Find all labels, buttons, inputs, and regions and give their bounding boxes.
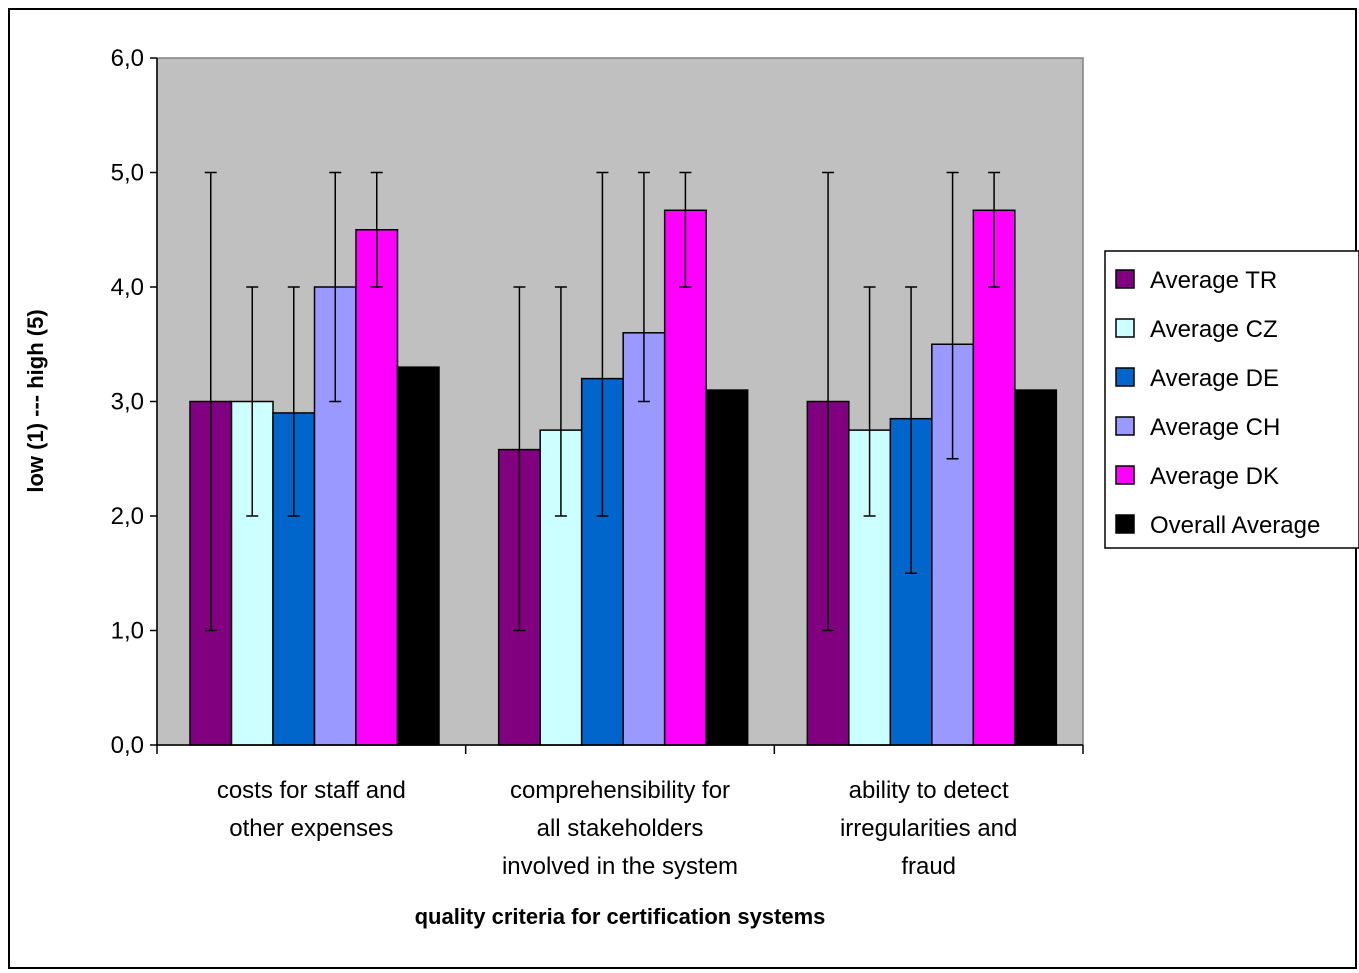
legend-swatch — [1115, 269, 1135, 289]
x-category-label: comprehensibility for all stakeholders inv… — [502, 777, 738, 880]
bar-average-dk-2 — [663, 209, 707, 746]
legend-label: Average CZ — [1150, 316, 1278, 343]
error-bar-average-cz-2 — [554, 286, 567, 517]
y-tick-label: 5,0 — [111, 160, 144, 187]
y-tick-label: 1,0 — [111, 618, 144, 645]
error-bar-average-de-2 — [596, 171, 609, 517]
error-bar-average-de-1 — [287, 286, 300, 517]
y-axis-title: low (1) --- high (5) — [23, 309, 48, 492]
bar-overall-average-3 — [1014, 389, 1058, 746]
error-bar-average-tr-2 — [513, 286, 526, 632]
legend-box — [1104, 250, 1359, 549]
x-category-label: ability to detect irregularities and fraud — [840, 777, 1017, 880]
legend-label: Average TR — [1150, 267, 1277, 294]
legend-swatch — [1115, 514, 1135, 534]
legend-label: Average CH — [1150, 414, 1280, 441]
error-bar-average-dk-3 — [988, 171, 1001, 288]
error-bar-average-tr-3 — [822, 171, 835, 632]
axes-group — [150, 57, 1084, 754]
y-tick-label: 4,0 — [111, 274, 144, 301]
error-bar-average-de-3 — [905, 286, 918, 574]
legend-label: Average DE — [1150, 365, 1279, 392]
bar-overall-average-2 — [705, 389, 749, 746]
error-bar-average-cz-3 — [863, 286, 876, 517]
error-bar-average-ch-1 — [329, 171, 342, 403]
y-tick-label: 2,0 — [111, 503, 144, 530]
legend: Average TR Average CZ Average DE Average CH… — [1104, 250, 1359, 549]
legend-label: Overall Average — [1150, 512, 1320, 539]
x-category-labels: costs for staff and other expenses compreh… — [217, 777, 1018, 880]
legend-label: Average DK — [1150, 463, 1279, 490]
error-bar-average-dk-2 — [679, 171, 692, 288]
x-axis-title: quality criteria for certification syste… — [415, 904, 826, 929]
x-category-label: costs for staff and other expenses — [217, 777, 406, 842]
bar-average-dk-1 — [355, 229, 399, 746]
error-bar-average-cz-1 — [246, 286, 259, 517]
bar-overall-average-1 — [396, 366, 440, 746]
error-bar-average-ch-3 — [946, 171, 959, 460]
legend-swatch — [1115, 318, 1135, 338]
legend-swatch — [1115, 367, 1135, 387]
error-bar-average-dk-1 — [370, 171, 383, 288]
y-tick-label: 3,0 — [111, 389, 144, 416]
y-tick-label: 6,0 — [111, 45, 144, 72]
error-bar-average-ch-2 — [637, 171, 650, 403]
error-bars-group — [204, 171, 1001, 632]
legend-swatch — [1115, 465, 1135, 485]
bar-average-dk-3 — [972, 209, 1016, 746]
error-bar-average-tr-1 — [204, 171, 217, 632]
y-tick-labels: 0,0 1,0 2,0 3,0 4,0 5,0 6,0 — [111, 45, 144, 759]
legend-swatch — [1115, 416, 1135, 436]
y-tick-label: 0,0 — [111, 732, 144, 759]
